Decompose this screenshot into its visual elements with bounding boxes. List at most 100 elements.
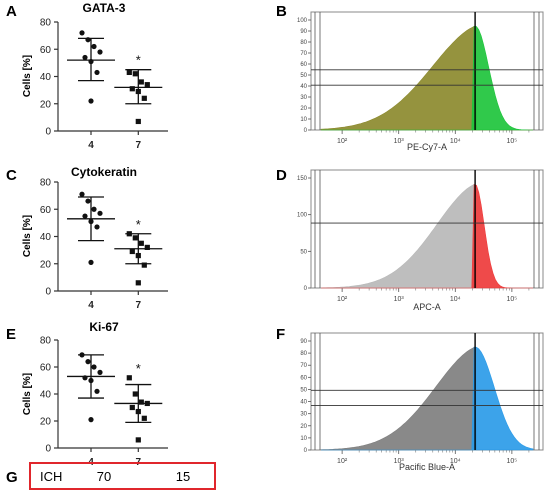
y-tick-label: 0	[45, 287, 51, 298]
data-point	[88, 417, 94, 423]
data-point	[138, 79, 144, 85]
data-point	[135, 88, 141, 95]
y-tick-label: 70	[300, 363, 307, 369]
data-point	[141, 262, 147, 268]
y-tick-label: 20	[40, 417, 52, 428]
data-point	[144, 400, 150, 407]
data-point	[88, 377, 94, 384]
y-tick-label: 40	[40, 72, 52, 83]
data-point	[88, 218, 94, 225]
y-tick-label: 20	[300, 106, 307, 112]
y-tick-label: 10	[300, 117, 307, 123]
y-tick-label: 20	[40, 259, 52, 270]
y-tick-label: 90	[300, 339, 307, 345]
x-tick-label: 10³	[394, 138, 405, 145]
x-tick-label: 10⁴	[450, 138, 461, 145]
y-tick-label: 50	[300, 387, 307, 393]
y-tick-label: 80	[40, 18, 52, 29]
y-tick-label: 30	[300, 412, 307, 418]
x-tick-label: 10⁴	[450, 296, 461, 303]
y-tick-label: 30	[300, 95, 307, 101]
data-point	[91, 43, 97, 50]
y-tick-label: 60	[40, 205, 52, 216]
data-point	[135, 280, 141, 286]
data-point	[132, 391, 138, 397]
x-tick-label: 4	[88, 140, 94, 151]
x-tick-label: 10³	[394, 296, 405, 303]
histogram-area	[321, 25, 533, 131]
data-point	[129, 86, 135, 92]
y-tick-label: 60	[300, 62, 307, 68]
panel-letter-g: G	[6, 469, 18, 486]
data-point	[79, 352, 85, 358]
data-point	[129, 248, 135, 255]
y-tick-label: 40	[40, 390, 52, 401]
y-tick-label: 0	[304, 286, 308, 292]
x-tick-label: 10⁵	[507, 296, 518, 303]
ich-value-7: 15	[176, 469, 190, 484]
data-point	[135, 118, 141, 125]
histogram-panel-pe-cy7: 0 10 20 30 40 50 60 70 80 90 100 10² 10³ 10⁴ 10⁵ PE-Cy…	[297, 11, 544, 152]
data-point	[88, 98, 94, 104]
ich-value-4: 70	[97, 469, 111, 484]
panel-letter-e: E	[6, 326, 16, 343]
histogram-panel-pacific-blue: 0 10 20 30 40 50 60 70 80 90 10² 10³ 10⁴ 10⁵ Pacific …	[300, 332, 544, 472]
data-point	[82, 375, 88, 381]
y-tick-label: 50	[300, 73, 307, 79]
x-tick-label: 10⁵	[507, 138, 518, 145]
y-tick-label: 40	[300, 84, 307, 90]
histogram-area	[321, 184, 533, 289]
y-tick-label: 100	[297, 213, 308, 219]
data-point	[91, 206, 97, 212]
panel-letter-a: A	[6, 3, 17, 20]
y-tick-label: 90	[300, 29, 307, 35]
histogram-x-label: Pacific Blue-A	[399, 462, 455, 472]
y-tick-label: 80	[40, 336, 52, 347]
y-tick-label: 20	[300, 424, 307, 430]
ich-box-border	[29, 462, 216, 490]
x-tick-label: 10²	[337, 296, 348, 303]
y-axis-label: Cells [%]	[22, 373, 33, 415]
data-point	[82, 213, 88, 219]
data-point	[138, 399, 144, 405]
x-tick-label: 10²	[337, 458, 348, 465]
data-point	[88, 58, 94, 65]
y-tick-label: 40	[300, 400, 307, 406]
histogram-panel-apc: 0 50 100 150 10² 10³ 10⁴ 10⁵ APC-A	[297, 169, 544, 312]
significance-marker: *	[136, 217, 141, 232]
data-point	[126, 69, 132, 76]
data-point	[79, 191, 85, 197]
data-point	[132, 235, 138, 241]
scatter-title: GATA-3	[83, 1, 126, 15]
y-tick-label: 60	[40, 363, 52, 374]
scatter-title: Cytokeratin	[71, 165, 137, 179]
data-point	[97, 369, 103, 375]
data-point	[129, 404, 135, 411]
data-point	[126, 231, 132, 237]
data-point	[135, 408, 141, 415]
x-tick-label: 7	[136, 300, 142, 311]
data-point	[144, 82, 150, 88]
data-point	[97, 49, 103, 55]
data-point	[94, 388, 100, 394]
y-tick-label: 0	[45, 127, 51, 138]
y-axis-label: Cells [%]	[22, 55, 33, 97]
y-axis-label: Cells [%]	[22, 215, 33, 257]
panel-letter-d: D	[276, 167, 287, 184]
panel-letter-b: B	[276, 3, 287, 20]
data-point	[135, 252, 141, 259]
y-tick-label: 10	[300, 436, 307, 442]
significance-marker: *	[136, 53, 141, 68]
data-point	[97, 210, 103, 216]
x-tick-label: 4	[88, 300, 94, 311]
panel-letter-c: C	[6, 167, 17, 184]
data-point	[126, 375, 132, 381]
data-point	[94, 224, 100, 230]
data-point	[94, 69, 100, 76]
data-point	[82, 54, 88, 61]
y-tick-label: 100	[297, 18, 308, 24]
data-point	[138, 240, 144, 246]
y-tick-label: 0	[304, 128, 308, 134]
